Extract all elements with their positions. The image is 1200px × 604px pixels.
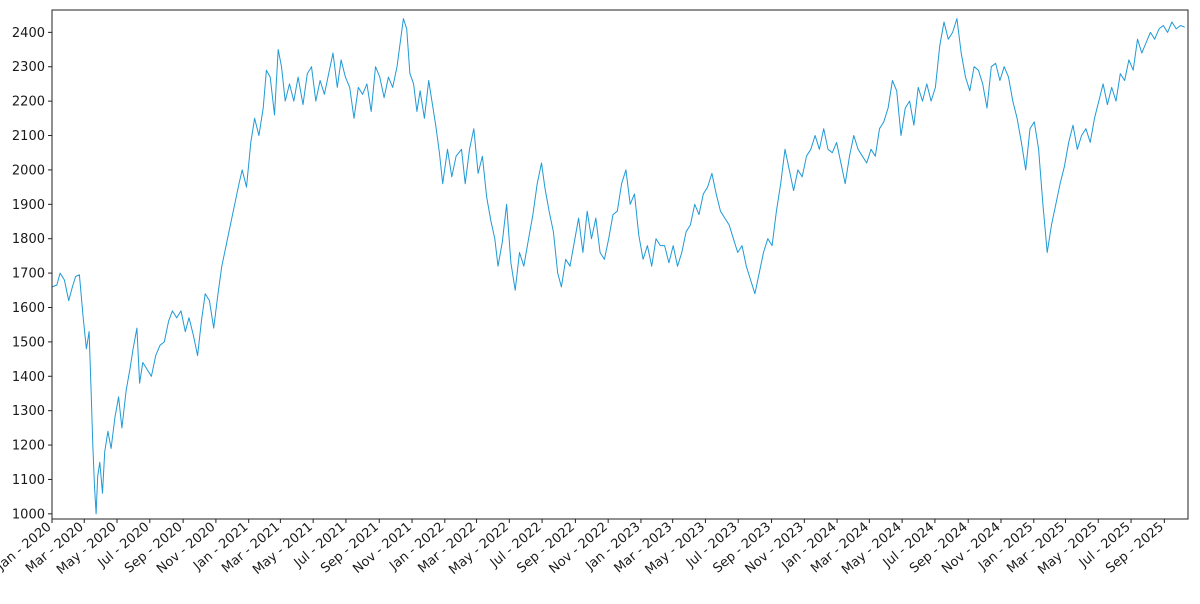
y-tick-label: 1700: [12, 267, 45, 282]
y-tick-label: 1100: [12, 473, 45, 488]
y-tick-label: 1000: [12, 507, 45, 522]
y-tick-label: 1500: [12, 335, 45, 350]
y-tick-label: 1400: [12, 370, 45, 385]
y-tick-label: 2300: [12, 60, 45, 75]
y-tick-label: 2000: [12, 163, 45, 178]
axes-frame: [51, 9, 1189, 520]
y-tick-label: 1800: [12, 232, 45, 247]
plot-background: [52, 10, 1188, 519]
y-tick-label: 1600: [12, 301, 45, 316]
axes-border: [51, 9, 1189, 520]
y-tick-label: 2200: [12, 95, 45, 110]
y-tick-label: 2400: [12, 26, 45, 41]
y-axis: 1000 1100 1200 1300 1400 1500 1600 1700 1800 1900…: [12, 26, 52, 522]
series-layer: [51, 18, 1185, 515]
y-tick-label: 1200: [12, 439, 45, 454]
series-line: [51, 18, 1185, 515]
y-tick-label: 1300: [12, 404, 45, 419]
y-tick-label: 1900: [12, 198, 45, 213]
y-tick-label: 2100: [12, 129, 45, 144]
plot-area: [52, 10, 1188, 519]
